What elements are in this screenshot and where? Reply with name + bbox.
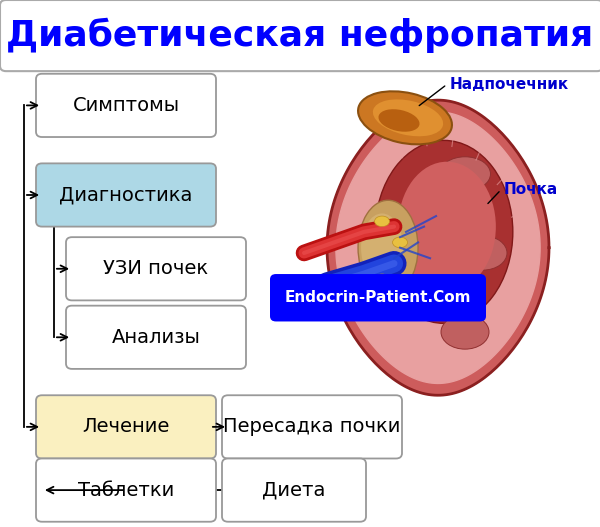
Ellipse shape	[379, 109, 419, 132]
Ellipse shape	[375, 140, 513, 324]
Text: Диета: Диета	[262, 481, 326, 500]
Ellipse shape	[439, 157, 491, 191]
Text: Почка: Почка	[504, 182, 558, 197]
Text: УЗИ почек: УЗИ почек	[103, 259, 209, 278]
Ellipse shape	[373, 100, 443, 136]
Text: Анализы: Анализы	[112, 328, 200, 347]
FancyBboxPatch shape	[36, 458, 216, 522]
Ellipse shape	[358, 200, 418, 295]
Ellipse shape	[459, 236, 507, 270]
Polygon shape	[336, 112, 540, 384]
FancyBboxPatch shape	[222, 395, 402, 458]
Ellipse shape	[374, 274, 389, 285]
FancyBboxPatch shape	[66, 237, 246, 300]
Ellipse shape	[398, 162, 496, 291]
FancyBboxPatch shape	[36, 395, 216, 458]
Polygon shape	[327, 100, 549, 395]
Text: Диабетическая нефропатия: Диабетическая нефропатия	[7, 17, 593, 53]
FancyBboxPatch shape	[36, 74, 216, 137]
Ellipse shape	[358, 91, 452, 144]
FancyBboxPatch shape	[270, 274, 486, 321]
Ellipse shape	[441, 315, 489, 349]
Text: Endocrin-Patient.Com: Endocrin-Patient.Com	[285, 290, 471, 305]
Ellipse shape	[392, 237, 407, 248]
Text: Симптомы: Симптомы	[73, 96, 179, 115]
Text: Таблетки: Таблетки	[78, 481, 174, 500]
Text: Надпочечник: Надпочечник	[450, 77, 569, 92]
Ellipse shape	[374, 216, 389, 227]
FancyBboxPatch shape	[222, 458, 366, 522]
FancyBboxPatch shape	[36, 163, 216, 227]
Text: Диагностика: Диагностика	[59, 186, 193, 204]
Text: Пересадка почки: Пересадка почки	[223, 417, 401, 436]
FancyBboxPatch shape	[0, 0, 600, 71]
Ellipse shape	[361, 213, 403, 282]
Text: Лечение: Лечение	[82, 417, 170, 436]
FancyBboxPatch shape	[66, 306, 246, 369]
